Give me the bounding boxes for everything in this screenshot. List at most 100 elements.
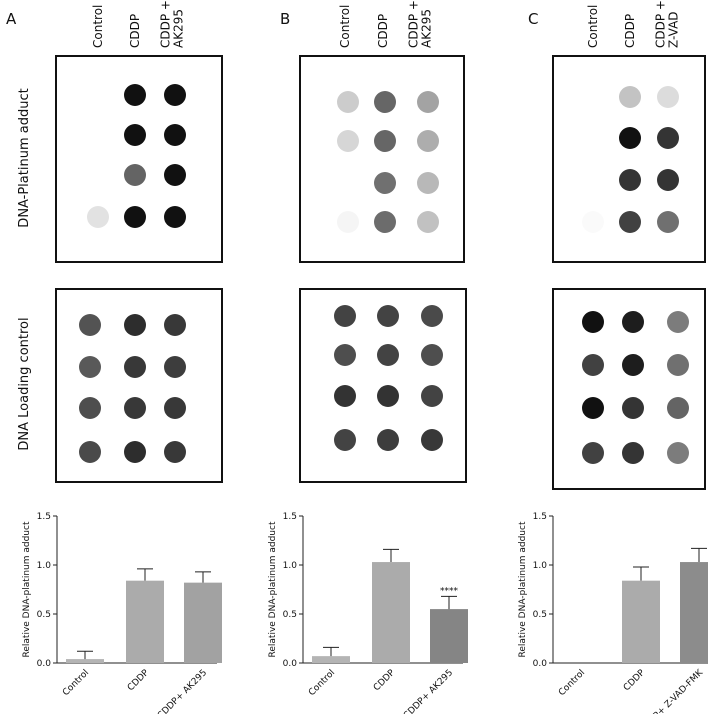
y-tick-label: 0.0	[283, 659, 298, 669]
x-tick-label: CDDP	[372, 668, 398, 694]
blot-dot	[79, 397, 101, 419]
column-header: Z-VAD	[667, 11, 681, 48]
blot-dot	[377, 385, 399, 407]
blot-dot	[87, 206, 109, 228]
blot-dot	[79, 356, 101, 378]
blot-dot	[417, 211, 439, 233]
y-tick-label: 0.5	[283, 610, 297, 620]
blot-dot	[124, 314, 146, 336]
blot-dot	[667, 442, 689, 464]
blot-dot	[124, 84, 146, 106]
bar	[622, 580, 660, 663]
column-header: Control	[338, 5, 352, 48]
x-tick-label: Control	[307, 668, 337, 698]
bar	[312, 656, 350, 663]
blot-dot	[622, 397, 644, 419]
column-header: CDDP +	[159, 0, 173, 48]
blot-dot	[374, 172, 396, 194]
x-tick-label: CDDP	[126, 668, 152, 694]
blot-dot	[124, 397, 146, 419]
blot-dot	[164, 206, 186, 228]
column-header: CDDP +	[654, 0, 668, 48]
column-header: CDDP	[376, 14, 390, 48]
blot-dot	[582, 211, 604, 233]
error-bar	[633, 566, 649, 581]
blot-dot	[619, 86, 641, 108]
blot-dot	[124, 356, 146, 378]
blot-frame	[299, 55, 465, 263]
blot-dot	[334, 344, 356, 366]
blot-dot	[421, 385, 443, 407]
blot-dot	[334, 385, 356, 407]
blot-dot	[124, 124, 146, 146]
y-tick-label: 0.0	[37, 659, 52, 669]
blot-dot	[667, 311, 689, 333]
error-bar	[195, 571, 211, 583]
blot-dot	[657, 169, 679, 191]
x-tick-label: CDDP+ Z-VAD-FMK	[638, 667, 706, 714]
blot-dot	[657, 127, 679, 149]
blot-dot	[377, 344, 399, 366]
blot-dot	[417, 172, 439, 194]
panel-letter: A	[6, 10, 17, 28]
blot-dot	[124, 164, 146, 186]
x-tick-label: Control	[557, 668, 587, 698]
blot-dot	[377, 429, 399, 451]
x-tick-label: Control	[61, 668, 91, 698]
y-tick-label: 0.5	[37, 610, 51, 620]
blot-dot	[79, 314, 101, 336]
error-bar	[323, 646, 339, 657]
blot-dot	[374, 211, 396, 233]
y-tick-label: 1.5	[533, 512, 547, 522]
blot-dot	[337, 91, 359, 113]
blot-dot	[334, 305, 356, 327]
panel-letter: C	[528, 10, 538, 28]
bar	[372, 562, 410, 663]
blot-dot	[657, 86, 679, 108]
bar	[126, 580, 164, 663]
blot-dot	[622, 311, 644, 333]
blot-dot	[582, 397, 604, 419]
blot-dot	[164, 124, 186, 146]
blot-dot	[582, 442, 604, 464]
error-bar	[441, 595, 457, 610]
y-axis-label: Relative DNA-platinum adduct	[22, 521, 32, 657]
blot-dot	[164, 84, 186, 106]
error-bar	[77, 650, 93, 660]
y-tick-label: 0.5	[533, 610, 547, 620]
column-header: CDDP	[128, 14, 142, 48]
blot-dot	[164, 164, 186, 186]
error-bar	[137, 568, 153, 581]
x-tick-label: CDDP+ AK295	[402, 668, 455, 714]
blot-dot	[124, 441, 146, 463]
blot-dot	[417, 130, 439, 152]
blot-dot	[667, 354, 689, 376]
blot-dot	[619, 211, 641, 233]
blot-dot	[619, 127, 641, 149]
column-header: Control	[586, 5, 600, 48]
blot-dot	[582, 354, 604, 376]
blot-dot	[337, 130, 359, 152]
blot-dot	[619, 169, 641, 191]
blot-dot	[667, 397, 689, 419]
y-tick-label: 1.0	[37, 561, 52, 571]
blot-dot	[124, 206, 146, 228]
y-tick-label: 1.5	[37, 512, 51, 522]
blot-dot	[622, 354, 644, 376]
blot-dot	[334, 429, 356, 451]
blot-dot	[337, 211, 359, 233]
column-header: AK295	[172, 9, 186, 48]
row-label: DNA-Platinum adduct	[17, 88, 32, 227]
y-tick-label: 1.0	[283, 561, 298, 571]
blot-dot	[79, 441, 101, 463]
blot-dot	[582, 311, 604, 333]
error-bar	[383, 548, 399, 563]
blot-dot	[421, 305, 443, 327]
y-tick-label: 1.5	[283, 512, 297, 522]
blot-dot	[377, 305, 399, 327]
significance: ****	[440, 586, 459, 596]
column-header: Control	[91, 5, 105, 48]
bar	[680, 562, 708, 663]
x-tick-label: CDDP	[622, 668, 648, 694]
